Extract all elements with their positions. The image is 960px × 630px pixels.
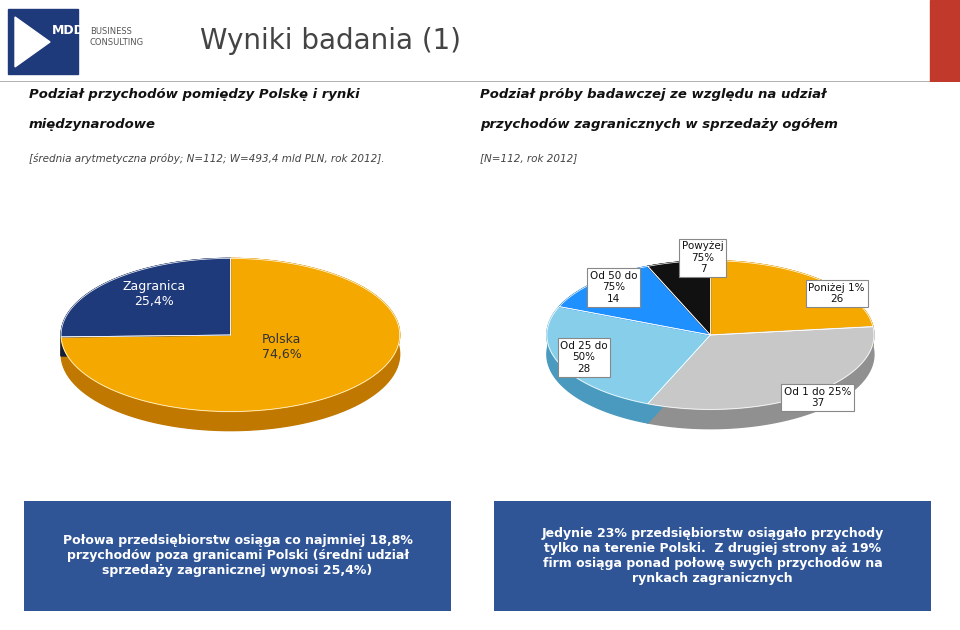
- Text: Poniżej 1%
26: Poniżej 1% 26: [808, 283, 865, 304]
- Text: Powyżej
75%
7: Powyżej 75% 7: [683, 241, 724, 274]
- Text: Podział przychodów pomiędzy Polskę i rynki: Podział przychodów pomiędzy Polskę i ryn…: [29, 88, 359, 101]
- Polygon shape: [710, 261, 873, 346]
- Bar: [930, 0, 960, 82]
- Polygon shape: [547, 307, 648, 423]
- Polygon shape: [61, 258, 230, 356]
- Text: CONSULTING: CONSULTING: [90, 38, 144, 47]
- Polygon shape: [648, 261, 710, 335]
- Text: MDDP: MDDP: [52, 24, 94, 37]
- Text: Od 1 do 25%
37: Od 1 do 25% 37: [783, 387, 852, 408]
- Text: Od 25 do
50%
28: Od 25 do 50% 28: [561, 341, 608, 374]
- Polygon shape: [560, 266, 648, 326]
- Text: Wyniki badania (1): Wyniki badania (1): [200, 27, 461, 55]
- Text: Jedynie 23% przedsiębiorstw osiągało przychody
tylko na terenie Polski.  Z drugi: Jedynie 23% przedsiębiorstw osiągało prz…: [541, 527, 884, 585]
- Polygon shape: [61, 258, 399, 431]
- Polygon shape: [61, 335, 230, 356]
- Text: Polska
74,6%: Polska 74,6%: [262, 333, 301, 361]
- Text: Podział próby badawczej ze względu na udział: Podział próby badawczej ze względu na ud…: [480, 88, 827, 101]
- Polygon shape: [648, 335, 710, 423]
- Polygon shape: [648, 327, 874, 410]
- Polygon shape: [15, 17, 50, 67]
- Text: [N=112, rok 2012]: [N=112, rok 2012]: [480, 152, 577, 163]
- Text: Zagranica
25,4%: Zagranica 25,4%: [122, 280, 185, 307]
- Bar: [8, 9, 78, 74]
- FancyBboxPatch shape: [15, 499, 460, 614]
- Polygon shape: [547, 307, 710, 404]
- Text: Od 50 do
75%
14: Od 50 do 75% 14: [590, 271, 637, 304]
- Text: [średnia arytmetyczna próby; N=112; W=493,4 mld PLN, rok 2012].: [średnia arytmetyczna próby; N=112; W=49…: [29, 152, 384, 164]
- FancyBboxPatch shape: [486, 499, 940, 614]
- Polygon shape: [560, 266, 710, 335]
- Text: Połowa przedsiębiorstw osiąga co najmniej 18,8%
przychodów poza granicami Polski: Połowa przedsiębiorstw osiąga co najmnie…: [62, 534, 413, 578]
- Polygon shape: [648, 261, 710, 285]
- Polygon shape: [710, 261, 873, 335]
- Polygon shape: [61, 258, 230, 337]
- Text: BUSINESS: BUSINESS: [90, 27, 132, 36]
- Polygon shape: [648, 327, 874, 428]
- Text: przychodów zagranicznych w sprzedaży ogółem: przychodów zagranicznych w sprzedaży ogó…: [480, 118, 838, 131]
- Polygon shape: [648, 335, 710, 423]
- Polygon shape: [61, 258, 399, 411]
- Polygon shape: [61, 335, 230, 356]
- Text: międzynarodowe: międzynarodowe: [29, 118, 156, 131]
